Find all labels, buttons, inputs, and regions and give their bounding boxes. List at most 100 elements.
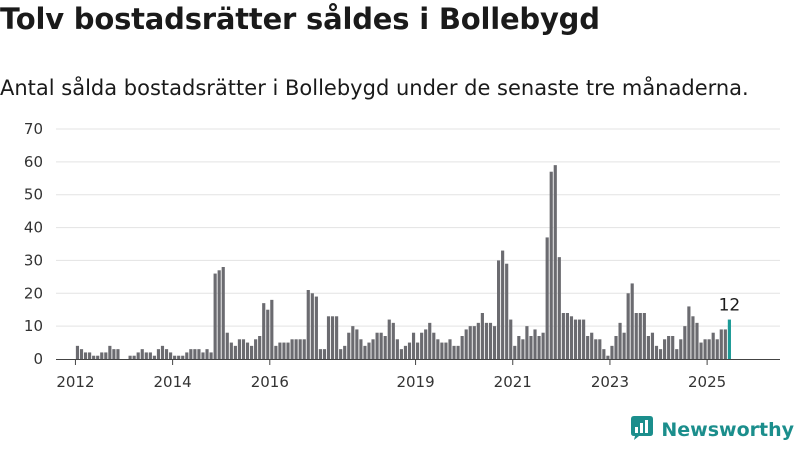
y-tick-label: 10 bbox=[24, 317, 43, 335]
bar bbox=[343, 345, 347, 359]
bar bbox=[274, 345, 278, 359]
chart-title: Tolv bostadsrätter såldes i Bollebygd bbox=[0, 2, 600, 36]
bar bbox=[233, 345, 237, 359]
bar bbox=[156, 349, 161, 359]
bar bbox=[140, 349, 144, 359]
tick-labels: 0 10 20 30 40 50 60 70 2012 2014 2016 2019 2021 2023 2… bbox=[24, 120, 740, 391]
bar bbox=[695, 322, 699, 359]
bar bbox=[573, 319, 578, 359]
bar bbox=[569, 316, 574, 359]
x-tick-label: 2021 bbox=[494, 373, 532, 391]
bar bbox=[553, 165, 557, 359]
bar bbox=[671, 336, 675, 359]
bar bbox=[416, 342, 420, 359]
bar bbox=[428, 322, 432, 359]
bar bbox=[75, 345, 80, 359]
bar bbox=[614, 336, 618, 359]
bar bbox=[517, 336, 521, 359]
bar bbox=[525, 326, 529, 359]
data-label: 12 bbox=[719, 296, 741, 316]
bar bbox=[254, 339, 258, 359]
bar bbox=[634, 313, 638, 359]
bar bbox=[513, 345, 517, 359]
bar bbox=[464, 329, 468, 359]
bar bbox=[658, 349, 663, 359]
bar bbox=[100, 352, 104, 359]
bar bbox=[537, 336, 541, 359]
bar bbox=[509, 319, 513, 359]
bar bbox=[598, 339, 602, 359]
bar bbox=[221, 267, 225, 359]
bar bbox=[606, 355, 610, 359]
bar bbox=[128, 355, 132, 359]
bar bbox=[173, 355, 177, 359]
brand-logo: Newsworthy bbox=[629, 415, 794, 445]
bar bbox=[497, 260, 501, 359]
bar bbox=[383, 336, 387, 359]
bar bbox=[330, 316, 335, 359]
bar bbox=[298, 339, 302, 359]
bar bbox=[707, 339, 711, 359]
bar bbox=[193, 349, 197, 359]
bar bbox=[351, 326, 355, 359]
bars bbox=[75, 165, 731, 359]
bar bbox=[278, 342, 282, 359]
bar bbox=[258, 336, 262, 359]
bar bbox=[335, 316, 339, 359]
bar bbox=[250, 345, 254, 359]
bar bbox=[359, 339, 363, 359]
bar bbox=[476, 322, 480, 359]
bar bbox=[654, 345, 659, 359]
bar bbox=[452, 345, 456, 359]
bar bbox=[197, 349, 201, 359]
bar bbox=[160, 345, 165, 359]
y-tick-label: 50 bbox=[24, 186, 43, 204]
y-tick-label: 20 bbox=[24, 284, 43, 302]
bar bbox=[590, 332, 594, 359]
x-tick-label: 2025 bbox=[688, 373, 726, 391]
bar bbox=[379, 332, 383, 359]
bar bbox=[545, 237, 549, 359]
y-tick-label: 0 bbox=[33, 350, 43, 368]
bar bbox=[282, 342, 286, 359]
bar bbox=[310, 293, 314, 359]
bar bbox=[217, 270, 221, 359]
bar bbox=[104, 352, 108, 359]
chart-subtitle: Antal sålda bostadsrätter i Bollebygd un… bbox=[0, 76, 749, 100]
bar bbox=[201, 352, 205, 359]
bar bbox=[675, 349, 679, 359]
bar bbox=[205, 349, 209, 359]
bar bbox=[586, 336, 590, 359]
bar bbox=[488, 322, 493, 359]
bar bbox=[185, 352, 189, 359]
bar bbox=[83, 352, 88, 359]
y-tick-label: 60 bbox=[24, 153, 43, 171]
bar bbox=[444, 342, 448, 359]
x-tick-label: 2012 bbox=[56, 373, 94, 391]
bar bbox=[395, 339, 399, 359]
bar bbox=[630, 283, 634, 359]
bar bbox=[719, 329, 723, 359]
bar bbox=[646, 336, 650, 359]
bar bbox=[618, 322, 622, 359]
bar bbox=[642, 313, 646, 359]
chart-logo-icon bbox=[629, 415, 655, 445]
bar bbox=[529, 336, 533, 359]
bar bbox=[96, 355, 100, 359]
bar bbox=[715, 339, 719, 359]
bar bbox=[375, 332, 379, 359]
bar bbox=[626, 293, 630, 359]
bar bbox=[391, 322, 395, 359]
bar bbox=[302, 339, 306, 359]
bar bbox=[112, 349, 116, 359]
bar bbox=[181, 355, 185, 359]
x-tick-label: 2016 bbox=[251, 373, 289, 391]
bar bbox=[148, 352, 152, 359]
bar bbox=[286, 342, 290, 359]
bar bbox=[306, 290, 310, 359]
bar bbox=[727, 319, 731, 359]
bar bbox=[436, 339, 440, 359]
bar bbox=[699, 342, 703, 359]
bar bbox=[561, 313, 565, 359]
